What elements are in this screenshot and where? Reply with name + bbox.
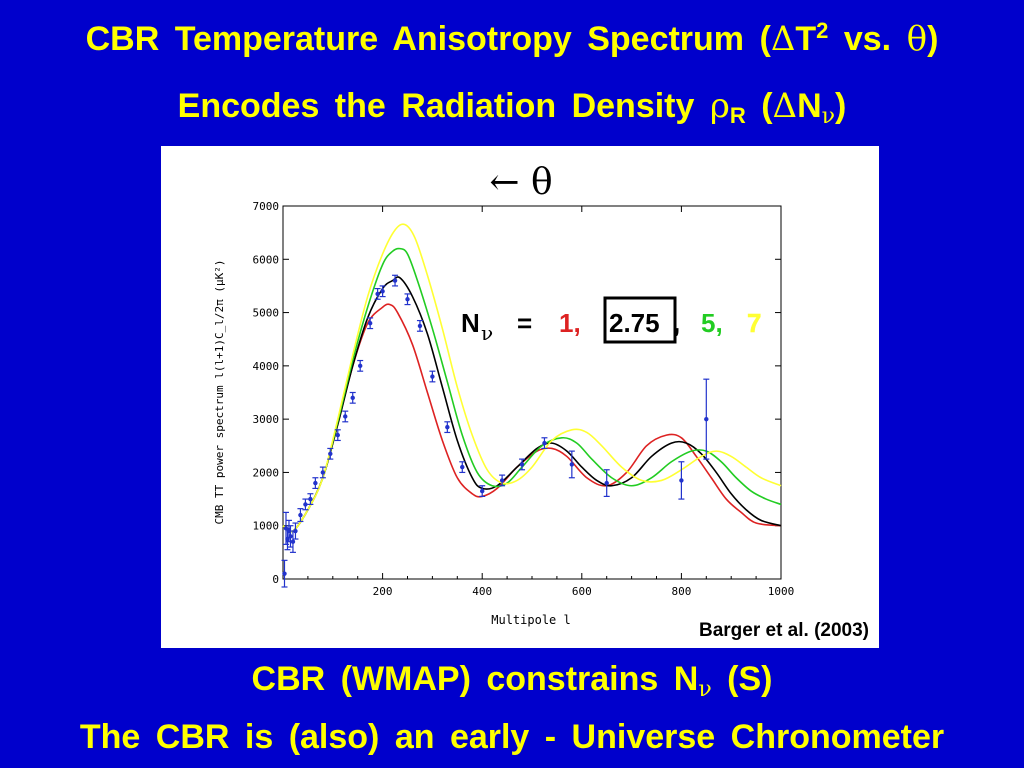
data-point <box>417 323 423 329</box>
bottom1-suffix: (S) <box>711 660 773 698</box>
title1-T: T <box>795 20 817 58</box>
data-point <box>320 470 326 475</box>
subscript-nu: ν <box>821 104 836 129</box>
subscript-nu: ν <box>698 677 712 702</box>
data-point <box>290 539 296 544</box>
data-point <box>499 478 505 483</box>
legend-nu: ν <box>481 321 493 345</box>
data-point <box>293 528 298 534</box>
y-tick-label: 4000 <box>253 360 280 373</box>
data-point <box>480 488 485 494</box>
data-point <box>282 571 287 576</box>
legend-value-5: 5, <box>701 308 723 338</box>
x-tick-label: 600 <box>572 585 592 598</box>
data-point <box>704 416 709 422</box>
legend-value-7: 7 <box>747 308 761 338</box>
data-point <box>569 462 575 467</box>
data-point <box>542 440 547 446</box>
data-point <box>308 496 313 502</box>
y-tick-label: 6000 <box>253 253 280 266</box>
subscript-R: R <box>729 103 746 128</box>
title2-N: N <box>797 87 822 125</box>
rho-symbol: ρ <box>709 86 730 126</box>
data-point <box>445 424 450 430</box>
data-point <box>288 534 293 539</box>
x-tick-label: 1000 <box>768 585 795 598</box>
title2-close: ) <box>835 87 847 125</box>
x-axis-label: Multipole l <box>491 613 570 627</box>
legend-value-1: 1, <box>559 308 581 338</box>
x-tick-label: 200 <box>373 585 393 598</box>
data-point <box>303 502 308 507</box>
bottom1-prefix: CBR (WMAP) constrains N <box>251 660 699 698</box>
title1-prefix: CBR Temperature Anisotropy Spectrum ( <box>85 20 771 58</box>
title1-close: ) <box>927 20 939 58</box>
data-point <box>392 278 398 283</box>
y-tick-label: 3000 <box>253 413 280 426</box>
theta-arrow-label: ← θ <box>489 162 552 203</box>
series-line-nnu-275 <box>282 276 782 533</box>
n-nu-legend: N ν = 1, 2.75 , 5, 7 <box>461 296 762 345</box>
data-point <box>460 464 465 470</box>
data-point <box>375 291 380 297</box>
y-tick-label: 7000 <box>253 200 280 213</box>
model-curves <box>282 223 782 533</box>
data-point <box>343 414 348 419</box>
legend-equals: = <box>517 308 532 338</box>
bottom-line1: CBR (WMAP) constrains Nν (S) <box>0 660 1024 702</box>
legend-N: N <box>461 308 480 338</box>
data-point <box>405 297 410 302</box>
data-point <box>380 289 385 294</box>
delta-symbol: Δ <box>772 86 798 126</box>
citation: Barger et al. (2003) <box>699 620 869 641</box>
y-tick-label: 1000 <box>253 520 280 533</box>
title2-prefix: Encodes the Radiation Density <box>177 87 710 125</box>
x-tick-label: 800 <box>671 585 691 598</box>
superscript-2: 2 <box>816 18 829 43</box>
bottom-line2: The CBR is (also) an early - Universe Ch… <box>79 718 945 756</box>
series-line-nnu-7 <box>282 223 782 533</box>
slide-title-line2: Encodes the Radiation Density ρR (ΔNν) <box>0 86 1024 129</box>
y-tick-label: 2000 <box>253 466 280 479</box>
legend-value-275: 2.75 <box>609 308 660 338</box>
title1-vs: vs. <box>828 20 907 58</box>
data-point <box>298 512 303 518</box>
spectrum-figure: 0 1000 2000 3000 4000 5000 6000 7000 200 400 600 8… <box>161 146 879 648</box>
data-point <box>604 480 609 486</box>
y-tick-label: 5000 <box>253 307 280 320</box>
theta-symbol: θ <box>906 19 928 59</box>
data-point <box>367 321 373 326</box>
y-tick-label: 0 <box>272 573 279 586</box>
title2-open: ( <box>745 87 773 125</box>
legend-box <box>603 296 677 344</box>
x-axis-ticks: 200 400 600 800 1000 <box>307 206 795 598</box>
y-axis-ticks: 0 1000 2000 3000 4000 5000 6000 7000 <box>253 200 781 586</box>
legend-comma: , <box>673 308 680 338</box>
data-point <box>313 480 318 486</box>
data-point <box>350 395 355 401</box>
data-point <box>430 374 435 379</box>
data-point <box>357 363 363 369</box>
slide-title-line1: CBR Temperature Anisotropy Spectrum (ΔT2… <box>0 18 1024 59</box>
y-axis-label: CMB TT power spectrum l(l+1)C_l/2π (μK²) <box>213 260 226 525</box>
data-point <box>679 478 684 483</box>
data-point <box>335 432 340 438</box>
data-points <box>281 274 710 588</box>
data-point <box>519 462 525 467</box>
spectrum-chart: 0 1000 2000 3000 4000 5000 6000 7000 200 400 600 8… <box>213 162 869 641</box>
x-tick-label: 400 <box>472 585 492 598</box>
delta-symbol: Δ <box>770 19 796 59</box>
data-point <box>328 451 333 456</box>
